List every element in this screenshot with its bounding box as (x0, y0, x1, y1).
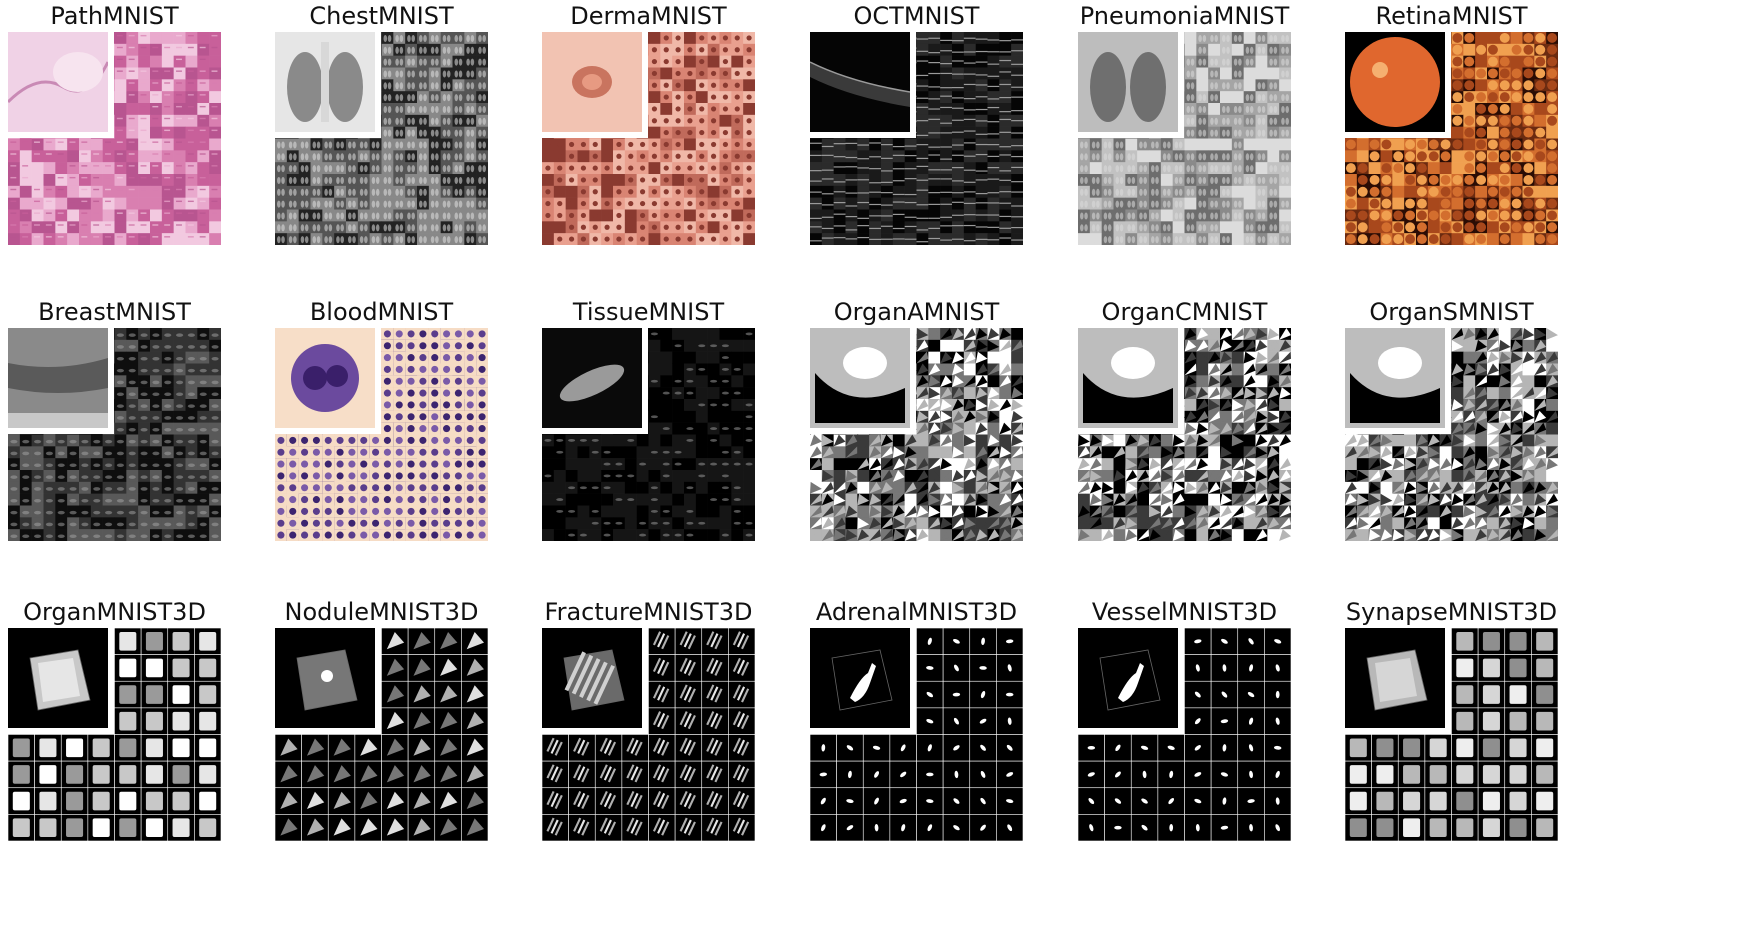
dataset-title: PneumoniaMNIST (1079, 2, 1290, 30)
sample-tiles (275, 328, 488, 541)
dataset-panel: PathMNIST (8, 0, 244, 245)
sample-mosaic (275, 328, 488, 541)
sample-mosaic (8, 328, 221, 541)
dataset-panel: AdrenalMNIST3D (810, 596, 1046, 841)
derma-inset (542, 32, 648, 138)
sample-mosaic (542, 628, 755, 841)
dataset-title: OCTMNIST (853, 2, 980, 30)
retina-inset (1345, 32, 1451, 138)
dataset-panel: BloodMNIST (275, 296, 511, 541)
adrenal3d-inset (810, 628, 916, 734)
organs-inset (1345, 328, 1451, 434)
dataset-title: TissueMNIST (572, 298, 725, 326)
dataset-panel: RetinaMNIST (1345, 0, 1581, 245)
sample-mosaic (542, 328, 755, 541)
sample-mosaic (810, 328, 1023, 541)
dataset-title: DermaMNIST (570, 2, 727, 30)
nodule3d-inset (275, 628, 381, 734)
fracture3d-inset (542, 628, 648, 734)
sample-mosaic (275, 628, 488, 841)
sample-mosaic (1078, 328, 1291, 541)
dataset-panel: OrganAMNIST (810, 296, 1046, 541)
sample-mosaic (8, 628, 221, 841)
dataset-panel: OrganSMNIST (1345, 296, 1581, 541)
sample-mosaic (1345, 328, 1558, 541)
dataset-panel: NoduleMNIST3D (275, 596, 511, 841)
breast-inset (8, 328, 114, 434)
dataset-panel: DermaMNIST (542, 0, 778, 245)
sample-mosaic (1345, 628, 1558, 841)
dataset-panel: OrganMNIST3D (8, 596, 244, 841)
dataset-title: BreastMNIST (38, 298, 191, 326)
dataset-title: OrganSMNIST (1369, 298, 1534, 326)
dataset-title: FractureMNIST3D (544, 598, 753, 626)
dataset-panel: SynapseMNIST3D (1345, 596, 1581, 841)
organc-inset (1078, 328, 1184, 434)
path-inset (8, 32, 114, 138)
blood-inset (275, 328, 381, 434)
dataset-title: BloodMNIST (309, 298, 454, 326)
sample-mosaic (1078, 32, 1291, 245)
dataset-title: RetinaMNIST (1375, 2, 1528, 30)
sample-mosaic (810, 32, 1023, 245)
organ3d-inset (8, 628, 114, 734)
dataset-title: OrganAMNIST (833, 298, 1000, 326)
pneumonia-inset (1078, 32, 1184, 138)
dataset-title: OrganMNIST3D (23, 598, 206, 626)
sample-mosaic (542, 32, 755, 245)
organa-inset (810, 328, 916, 434)
tissue-inset (542, 328, 648, 434)
dataset-panel: PneumoniaMNIST (1078, 0, 1314, 245)
dataset-title: VesselMNIST3D (1091, 598, 1278, 626)
synapse3d-inset (1345, 628, 1451, 734)
sample-mosaic (8, 32, 221, 245)
dataset-panel: BreastMNIST (8, 296, 244, 541)
sample-mosaic (275, 32, 488, 245)
dataset-panel: VesselMNIST3D (1078, 596, 1314, 841)
sample-mosaic (1345, 32, 1558, 245)
dataset-panel: OCTMNIST (810, 0, 1046, 245)
oct-inset (810, 32, 916, 138)
dataset-title: OrganCMNIST (1101, 298, 1268, 326)
vessel3d-inset (1078, 628, 1184, 734)
dataset-panel: OrganCMNIST (1078, 296, 1314, 541)
sample-mosaic (810, 628, 1023, 841)
dataset-title: AdrenalMNIST3D (815, 598, 1018, 626)
dataset-panel: TissueMNIST (542, 296, 778, 541)
dataset-panel: ChestMNIST (275, 0, 511, 245)
dataset-title: PathMNIST (50, 2, 179, 30)
dataset-panel: FractureMNIST3D (542, 596, 778, 841)
dataset-title: SynapseMNIST3D (1345, 598, 1558, 626)
dataset-title: ChestMNIST (309, 2, 454, 30)
dataset-title: NoduleMNIST3D (284, 598, 479, 626)
sample-mosaic (1078, 628, 1291, 841)
chest-inset (275, 32, 381, 138)
